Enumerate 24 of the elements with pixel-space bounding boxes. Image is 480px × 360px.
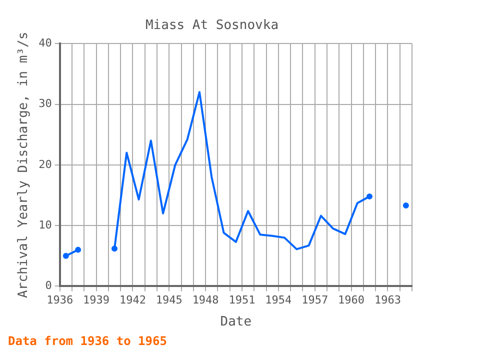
y-tick-label: 20 — [38, 158, 52, 171]
y-axis-title: Archival Yearly Discharge, in m³/s — [16, 32, 32, 298]
x-tick-label: 1954 — [265, 294, 292, 307]
y-tick-label: 0 — [45, 279, 52, 292]
point — [111, 246, 118, 252]
point — [402, 202, 409, 209]
x-tick-label: 1951 — [228, 294, 256, 307]
x-tick-label: 1960 — [338, 294, 365, 307]
x-tick-label: 1945 — [156, 294, 182, 307]
x-tick-label: 1936 — [46, 294, 74, 307]
point — [62, 252, 69, 259]
y-tick-label: 10 — [38, 218, 52, 232]
x-tick-label: 1942 — [119, 294, 146, 307]
chart-title: Miass At Sosnovka — [145, 18, 279, 34]
y-tick-label: 40 — [38, 36, 52, 50]
point — [366, 193, 372, 200]
x-tick-label: 1957 — [302, 294, 328, 307]
x-tick-label: 1939 — [83, 294, 110, 307]
x-tick-label: 1948 — [192, 294, 219, 307]
point — [75, 246, 82, 253]
text: Data from 1936 to 1965 — [8, 334, 168, 348]
x-axis-title: Date — [220, 314, 252, 330]
y-tick-label: 30 — [38, 97, 52, 110]
x-tick-label: 1963 — [374, 294, 401, 307]
